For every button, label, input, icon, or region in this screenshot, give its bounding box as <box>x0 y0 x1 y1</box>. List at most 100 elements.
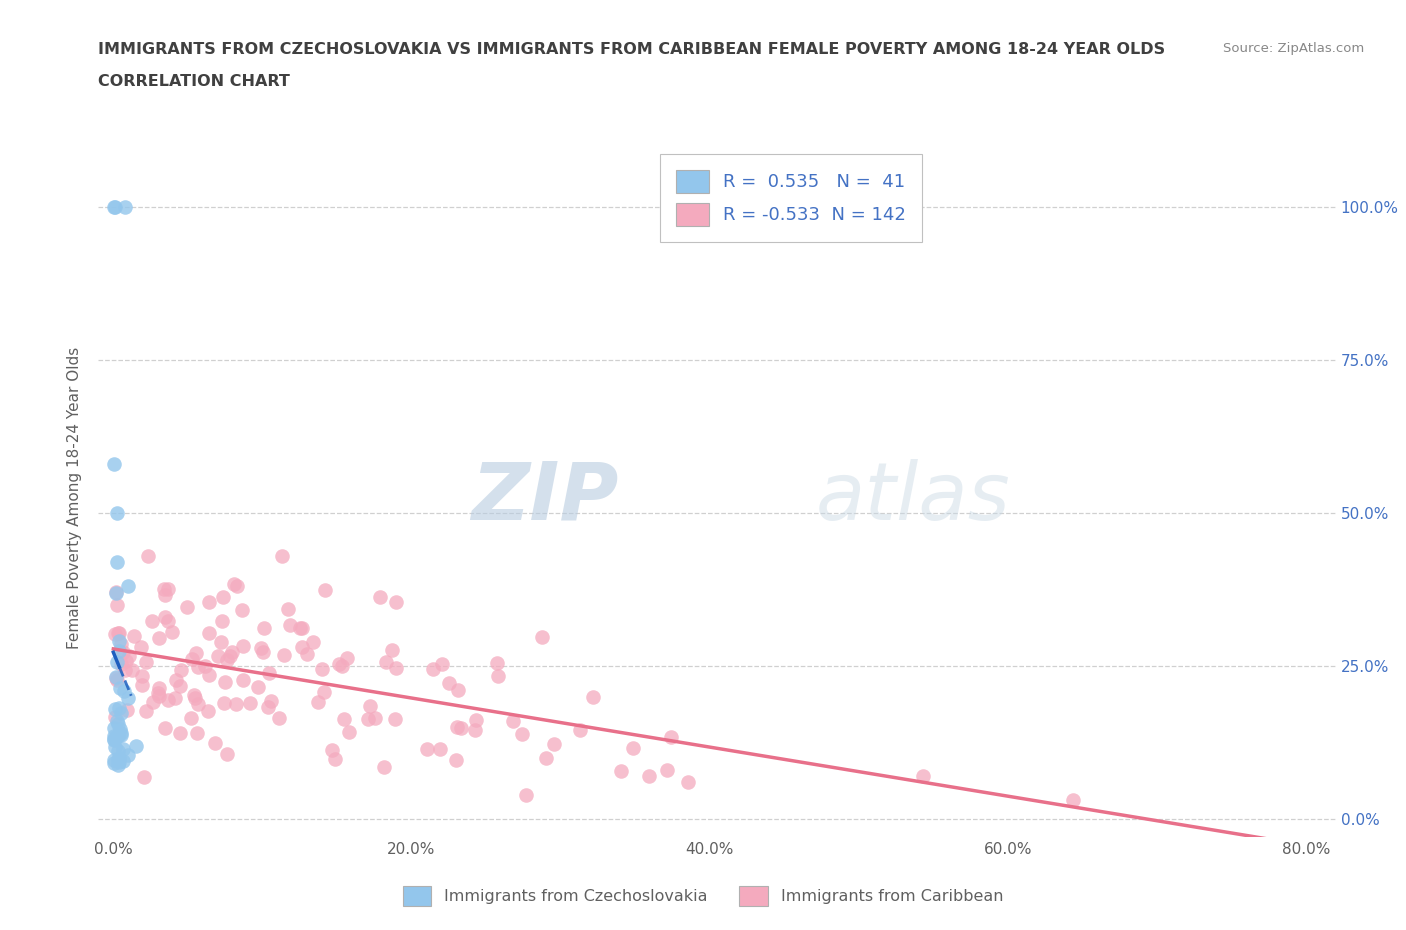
Point <box>333 711 356 726</box>
Point <box>308 694 330 709</box>
Point <box>157 581 180 596</box>
Point <box>273 647 295 662</box>
Point <box>257 666 280 681</box>
Point <box>336 650 359 665</box>
Point <box>374 655 396 670</box>
Point <box>107 757 129 772</box>
Point <box>107 744 129 759</box>
Point <box>105 671 128 685</box>
Point <box>257 699 280 714</box>
Point <box>156 692 179 707</box>
Point <box>107 752 129 767</box>
Text: atlas: atlas <box>815 458 1011 537</box>
Point <box>110 705 132 720</box>
Point <box>112 684 135 698</box>
Point <box>485 656 508 671</box>
Point <box>117 578 139 593</box>
Point <box>104 670 127 684</box>
Point <box>104 739 127 754</box>
Point <box>163 691 186 706</box>
Point <box>232 672 254 687</box>
Point <box>110 728 132 743</box>
Point <box>446 720 468 735</box>
Point <box>204 736 226 751</box>
Point <box>385 594 408 609</box>
Point <box>197 704 219 719</box>
Point <box>214 674 236 689</box>
Point <box>534 751 557 765</box>
Point <box>437 675 460 690</box>
Point <box>148 631 170 645</box>
Point <box>214 695 236 710</box>
Point <box>105 554 128 569</box>
Point <box>186 725 208 740</box>
Point <box>105 585 128 600</box>
Point <box>105 597 128 612</box>
Point <box>107 626 129 641</box>
Point <box>314 684 336 699</box>
Point <box>515 788 537 803</box>
Point <box>277 602 299 617</box>
Point <box>135 703 157 718</box>
Point <box>278 618 301 632</box>
Point <box>125 738 148 753</box>
Point <box>183 688 205 703</box>
Point <box>108 751 131 765</box>
Point <box>148 689 170 704</box>
Point <box>184 690 207 705</box>
Point <box>107 625 129 640</box>
Point <box>110 721 132 736</box>
Point <box>194 658 217 673</box>
Point <box>328 657 350 671</box>
Point <box>118 648 141 663</box>
Point <box>153 588 176 603</box>
Point <box>198 667 221 682</box>
Point <box>155 610 177 625</box>
Point <box>104 710 127 724</box>
Point <box>141 614 163 629</box>
Point <box>364 711 387 725</box>
Point <box>211 590 233 604</box>
Point <box>450 721 472 736</box>
Point <box>108 644 131 658</box>
Point <box>110 657 132 671</box>
Point <box>180 711 202 725</box>
Point <box>260 694 283 709</box>
Point <box>160 625 183 640</box>
Point <box>464 712 486 727</box>
Point <box>165 673 187 688</box>
Point <box>148 685 170 700</box>
Point <box>136 548 159 563</box>
Point <box>176 600 198 615</box>
Point <box>676 775 699 790</box>
Point <box>187 697 209 711</box>
Point <box>569 723 592 737</box>
Legend: Immigrants from Czechoslovakia, Immigrants from Caribbean: Immigrants from Czechoslovakia, Immigran… <box>396 880 1010 912</box>
Point <box>247 679 270 694</box>
Point <box>325 751 347 766</box>
Point <box>187 659 209 674</box>
Point <box>415 741 437 756</box>
Point <box>108 681 131 696</box>
Point <box>111 644 134 659</box>
Point <box>104 200 127 215</box>
Point <box>295 647 318 662</box>
Point <box>105 585 128 600</box>
Point <box>314 582 336 597</box>
Point <box>385 660 408 675</box>
Point <box>271 549 294 564</box>
Point <box>381 643 404 658</box>
Point <box>104 627 127 642</box>
Point <box>215 653 238 668</box>
Point <box>132 769 155 784</box>
Point <box>502 714 524 729</box>
Point <box>621 741 644 756</box>
Point <box>290 620 312 635</box>
Point <box>232 639 254 654</box>
Point <box>252 620 274 635</box>
Point <box>148 681 170 696</box>
Point <box>129 640 152 655</box>
Point <box>422 661 444 676</box>
Point <box>105 505 128 520</box>
Point <box>107 728 129 743</box>
